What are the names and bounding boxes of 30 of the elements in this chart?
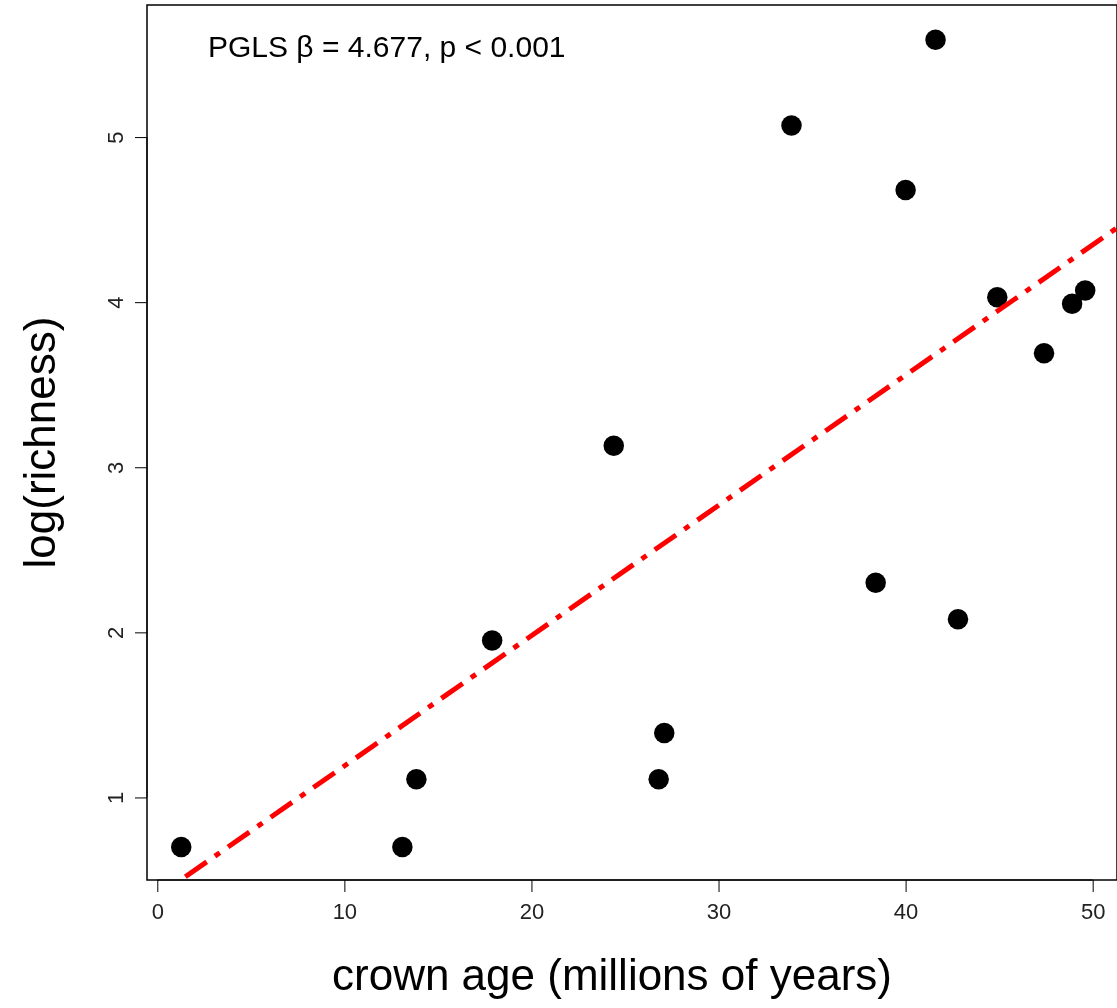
point xyxy=(170,836,192,858)
x-tick-label: 50 xyxy=(1080,899,1106,925)
y-tick-label: 1 xyxy=(102,791,128,805)
x-tick-label: 10 xyxy=(332,899,358,925)
point xyxy=(1061,293,1083,315)
x-tick-label: 40 xyxy=(893,899,919,925)
point xyxy=(925,29,946,50)
y-tick-label: 2 xyxy=(102,626,128,639)
y-axis-title: log(richness) xyxy=(15,316,64,569)
y-tick-label: 3 xyxy=(102,461,128,474)
point xyxy=(895,179,916,201)
point xyxy=(1033,343,1055,364)
point xyxy=(987,286,1008,308)
point xyxy=(1074,280,1096,301)
x-tick-label: 0 xyxy=(151,899,164,925)
point xyxy=(781,115,802,136)
x-tick-label: 30 xyxy=(706,899,732,925)
point xyxy=(603,435,625,457)
x-tick-label: 20 xyxy=(519,899,545,925)
point xyxy=(865,572,886,594)
y-tick-label: 5 xyxy=(102,131,128,144)
point xyxy=(392,836,413,858)
point xyxy=(406,769,427,790)
point xyxy=(648,769,669,790)
point xyxy=(481,630,503,651)
y-tick-label: 4 xyxy=(102,296,128,309)
annotation: PGLS β = 4.677, p < 0.001 xyxy=(208,30,566,63)
x-axis-title: crown age (millions of years) xyxy=(332,950,892,999)
point xyxy=(654,722,675,744)
point xyxy=(947,608,969,630)
